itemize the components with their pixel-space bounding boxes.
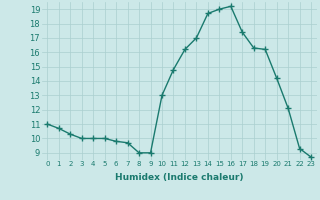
X-axis label: Humidex (Indice chaleur): Humidex (Indice chaleur) [115, 173, 244, 182]
